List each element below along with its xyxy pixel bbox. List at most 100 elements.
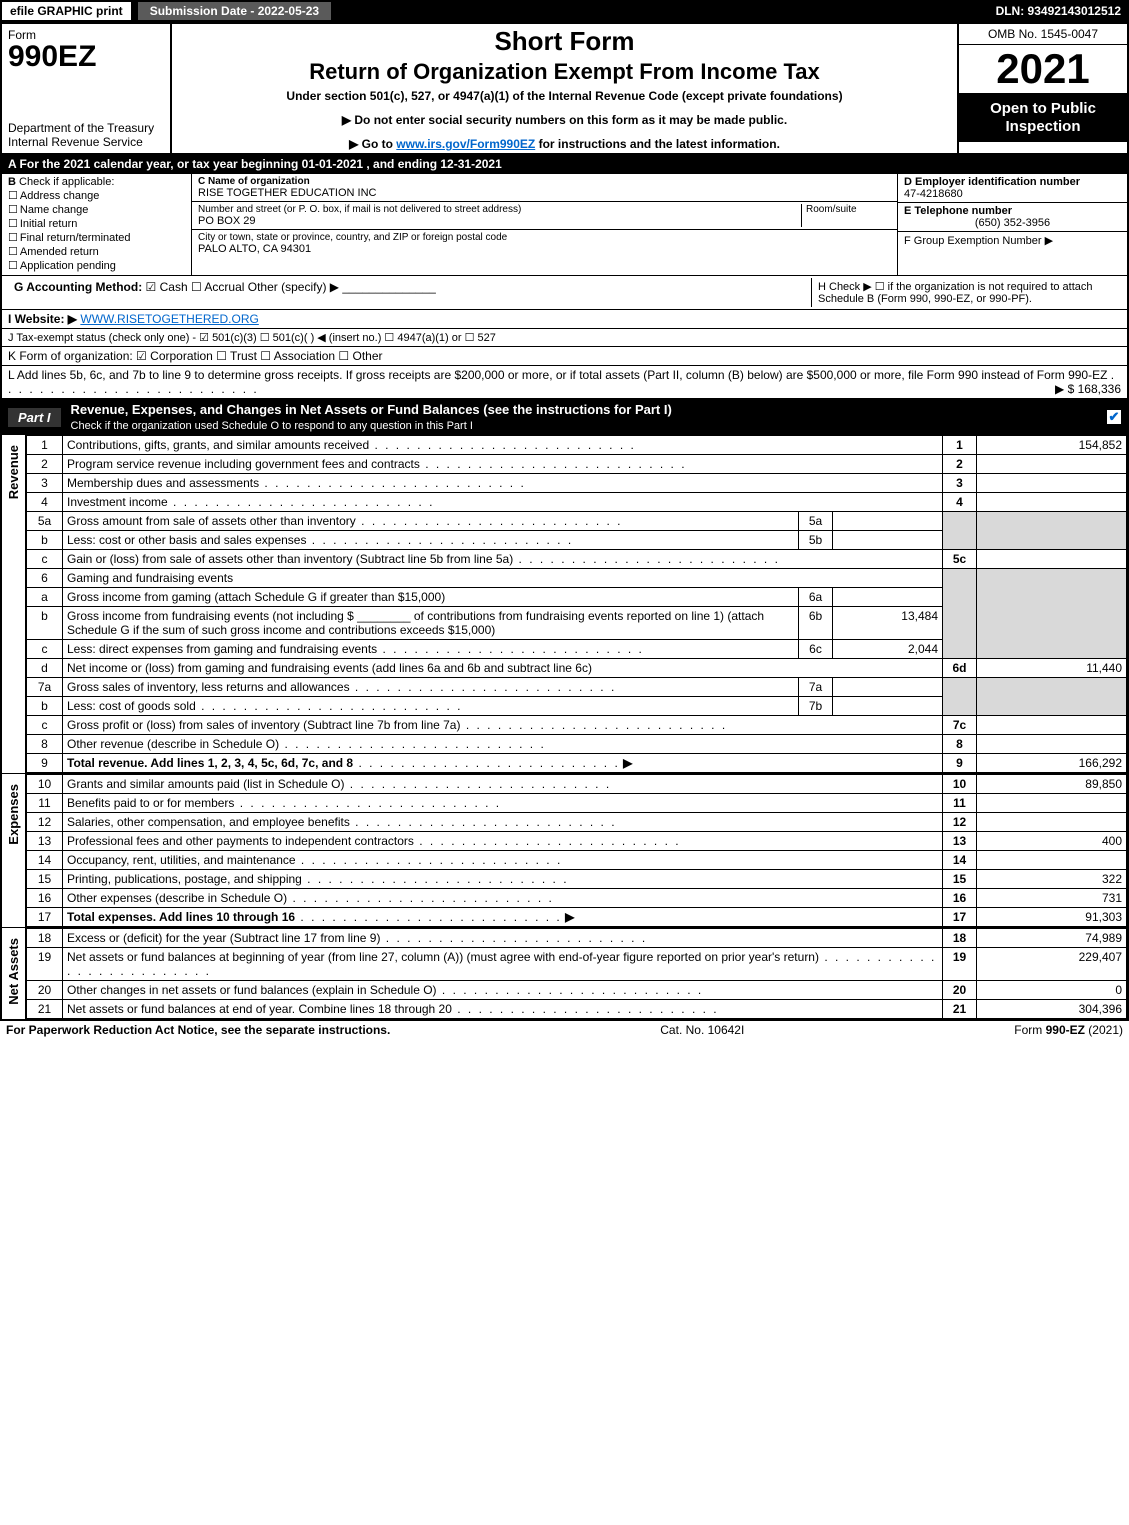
g-items: ☑ Cash ☐ Accrual Other (specify) ▶ — [146, 280, 339, 294]
row-a-calendar-year: A For the 2021 calendar year, or tax yea… — [2, 155, 1127, 174]
omb-number: OMB No. 1545-0047 — [959, 24, 1127, 45]
side-expenses: Expenses — [2, 774, 26, 927]
line-1: 1 Contributions, gifts, grants, and simi… — [27, 436, 1127, 455]
note-ssn: ▶ Do not enter social security numbers o… — [178, 113, 951, 127]
footer-paperwork: For Paperwork Reduction Act Notice, see … — [6, 1023, 390, 1037]
i-label: I Website: ▶ — [8, 312, 77, 326]
cell-org-name: C Name of organization RISE TOGETHER EDU… — [192, 174, 897, 202]
header-right: OMB No. 1545-0047 2021 Open to Public In… — [957, 24, 1127, 153]
col-c-org-info: C Name of organization RISE TOGETHER EDU… — [192, 174, 897, 275]
d-label: D Employer identification number — [904, 176, 1080, 188]
efile-print-button[interactable]: efile GRAPHIC print — [0, 0, 133, 22]
footer-cat-no: Cat. No. 10642I — [660, 1023, 744, 1037]
row-i-website: I Website: ▶ WWW.RISETOGETHERED.ORG — [2, 310, 1127, 329]
cell-group-exemption: F Group Exemption Number ▶ — [898, 232, 1127, 249]
part-1-header: Part I Revenue, Expenses, and Changes in… — [2, 399, 1127, 435]
b-letter: B — [8, 176, 16, 188]
top-bar: efile GRAPHIC print Submission Date - 20… — [0, 0, 1129, 22]
line-19: 19 Net assets or fund balances at beginn… — [27, 948, 1127, 981]
line-2: 2 Program service revenue including gove… — [27, 455, 1127, 474]
goto-post: for instructions and the latest informat… — [535, 137, 780, 151]
part1-label: Part I — [8, 408, 61, 427]
e-label: E Telephone number — [904, 205, 1012, 217]
cell-ein: D Employer identification number 47-4218… — [898, 174, 1127, 203]
header: Form 990EZ Department of the Treasury In… — [2, 24, 1127, 155]
chk-name-change[interactable]: Name change — [8, 203, 185, 216]
submission-date: Submission Date - 2022-05-23 — [137, 1, 332, 21]
header-left: Form 990EZ Department of the Treasury In… — [2, 24, 172, 153]
form-number: 990EZ — [8, 40, 164, 74]
chk-initial-return[interactable]: Initial return — [8, 217, 185, 230]
line-13: 13 Professional fees and other payments … — [27, 832, 1127, 851]
side-net-assets: Net Assets — [2, 928, 26, 1019]
chk-application-pending[interactable]: Application pending — [8, 259, 185, 272]
line-14: 14 Occupancy, rent, utilities, and maint… — [27, 851, 1127, 870]
section-bcd: B Check if applicable: Address change Na… — [2, 174, 1127, 276]
chk-address-change[interactable]: Address change — [8, 189, 185, 202]
revenue-table: 1 Contributions, gifts, grants, and simi… — [26, 435, 1127, 773]
line-20: 20 Other changes in net assets or fund b… — [27, 981, 1127, 1000]
line-7a: 7a Gross sales of inventory, less return… — [27, 678, 1127, 697]
g-label: G Accounting Method: — [14, 280, 142, 294]
room-label: Room/suite — [801, 204, 891, 227]
line-16: 16 Other expenses (describe in Schedule … — [27, 889, 1127, 908]
org-name: RISE TOGETHER EDUCATION INC — [198, 187, 891, 199]
revenue-section: Revenue 1 Contributions, gifts, grants, … — [2, 435, 1127, 774]
part1-title: Revenue, Expenses, and Changes in Net As… — [71, 402, 672, 432]
cell-city: City or town, state or province, country… — [192, 230, 897, 257]
dln: DLN: 93492143012512 — [988, 2, 1129, 20]
dept-treasury: Department of the Treasury Internal Reve… — [8, 121, 164, 149]
f-label: F Group Exemption Number ▶ — [904, 235, 1053, 247]
header-mid: Short Form Return of Organization Exempt… — [172, 24, 957, 153]
line-6: 6 Gaming and fundraising events — [27, 569, 1127, 588]
b-lead-text: Check if applicable: — [19, 176, 114, 188]
tax-year: 2021 — [959, 45, 1127, 94]
line-10: 10 Grants and similar amounts paid (list… — [27, 775, 1127, 794]
chk-amended-return[interactable]: Amended return — [8, 245, 185, 258]
row-j-tax-exempt: J Tax-exempt status (check only one) - ☑… — [2, 329, 1127, 347]
line-8: 8 Other revenue (describe in Schedule O)… — [27, 735, 1127, 754]
side-revenue: Revenue — [2, 435, 26, 773]
row-k-form-org: K Form of organization: ☑ Corporation ☐ … — [2, 347, 1127, 366]
c-label: C Name of organization — [198, 176, 310, 187]
line-6d: d Net income or (loss) from gaming and f… — [27, 659, 1127, 678]
line-7c: c Gross profit or (loss) from sales of i… — [27, 716, 1127, 735]
note-goto: ▶ Go to www.irs.gov/Form990EZ for instru… — [178, 137, 951, 151]
irs-link[interactable]: www.irs.gov/Form990EZ — [396, 137, 535, 151]
col-b-checkboxes: B Check if applicable: Address change Na… — [2, 174, 192, 275]
cell-street: Number and street (or P. O. box, if mail… — [192, 202, 897, 230]
street-val: PO BOX 29 — [198, 215, 801, 227]
city-label: City or town, state or province, country… — [198, 232, 891, 243]
expenses-section: Expenses 10 Grants and similar amounts p… — [2, 774, 1127, 928]
phone-val: (650) 352-3956 — [904, 217, 1121, 229]
website-link[interactable]: WWW.RISETOGETHERED.ORG — [80, 312, 258, 326]
line-12: 12 Salaries, other compensation, and emp… — [27, 813, 1127, 832]
part1-schedule-o-check[interactable]: ✔ — [1107, 410, 1121, 424]
l-amount: ▶ $ 168,336 — [1055, 382, 1121, 396]
row-h-schedule-b: H Check ▶ ☐ if the organization is not r… — [811, 278, 1121, 307]
net-assets-table: 18 Excess or (deficit) for the year (Sub… — [26, 928, 1127, 1019]
net-assets-section: Net Assets 18 Excess or (deficit) for th… — [2, 928, 1127, 1019]
col-d-ein: D Employer identification number 47-4218… — [897, 174, 1127, 275]
ein-val: 47-4218680 — [904, 188, 963, 200]
title-return-exempt: Return of Organization Exempt From Incom… — [178, 59, 951, 85]
cell-phone: E Telephone number (650) 352-3956 — [898, 203, 1127, 232]
line-5c: c Gain or (loss) from sale of assets oth… — [27, 550, 1127, 569]
form-container: Form 990EZ Department of the Treasury In… — [0, 22, 1129, 1021]
goto-pre: ▶ Go to — [349, 137, 396, 151]
line-5a: 5a Gross amount from sale of assets othe… — [27, 512, 1127, 531]
city-val: PALO ALTO, CA 94301 — [198, 243, 891, 255]
line-21: 21 Net assets or fund balances at end of… — [27, 1000, 1127, 1019]
line-11: 11 Benefits paid to or for members 11 — [27, 794, 1127, 813]
footer-form-id: Form 990-EZ (2021) — [1014, 1023, 1123, 1037]
footer: For Paperwork Reduction Act Notice, see … — [0, 1021, 1129, 1039]
line-3: 3 Membership dues and assessments 3 — [27, 474, 1127, 493]
line-15: 15 Printing, publications, postage, and … — [27, 870, 1127, 889]
title-short-form: Short Form — [178, 26, 951, 57]
row-l-gross-receipts: L Add lines 5b, 6c, and 7b to line 9 to … — [2, 366, 1127, 399]
expenses-table: 10 Grants and similar amounts paid (list… — [26, 774, 1127, 927]
open-to-public: Open to Public Inspection — [959, 94, 1127, 142]
chk-final-return[interactable]: Final return/terminated — [8, 231, 185, 244]
line-4: 4 Investment income 4 — [27, 493, 1127, 512]
row-g-accounting: G Accounting Method: ☑ Cash ☐ Accrual Ot… — [2, 276, 1127, 310]
